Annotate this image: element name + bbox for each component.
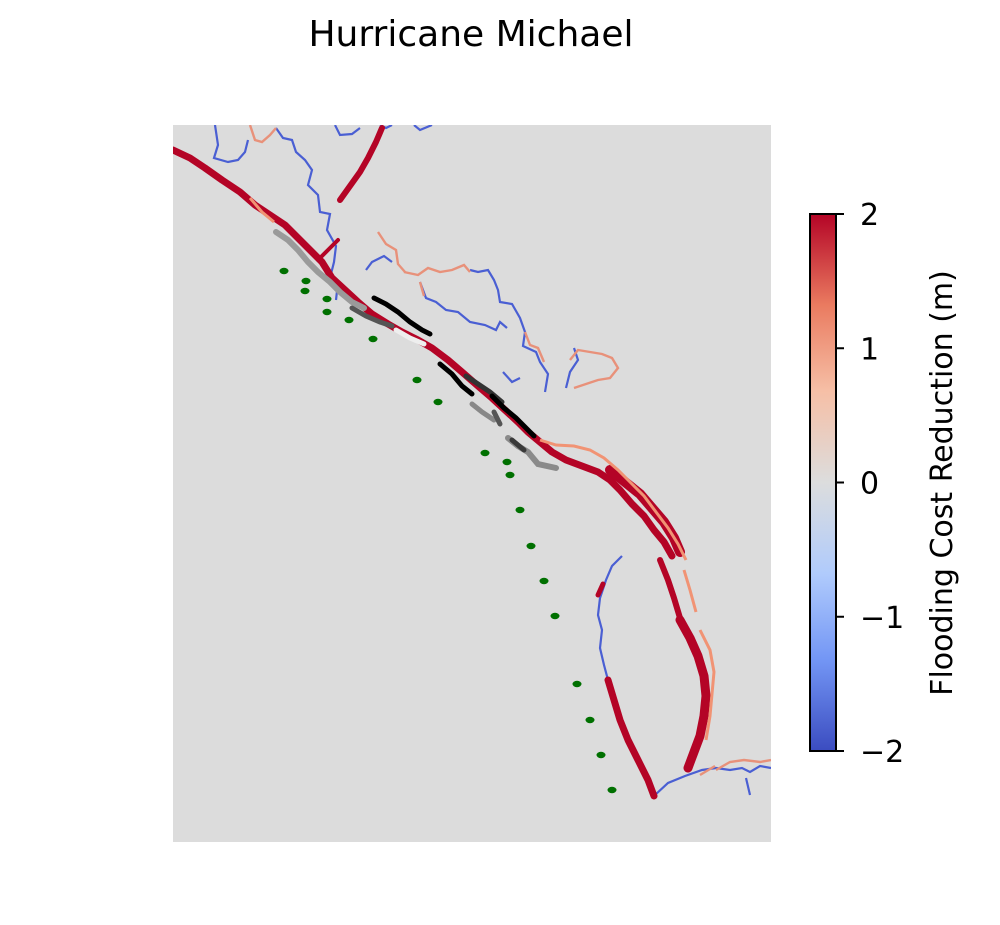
- track-point: [539, 577, 549, 585]
- colorbar-tick-label: 1: [860, 332, 879, 367]
- flood-map: [173, 125, 771, 842]
- track-point: [550, 612, 560, 620]
- track-point: [596, 751, 606, 759]
- map-background: [173, 125, 771, 842]
- barrier-segment-dark-4: [509, 437, 527, 453]
- track-point: [572, 680, 582, 688]
- track-point: [502, 458, 512, 466]
- track-point: [526, 542, 536, 550]
- barrier-segment-grey-2: [469, 401, 497, 423]
- colorbar-label: Flooding Cost Reduction (m): [925, 270, 960, 696]
- colorbar-tick-label: 2: [860, 198, 879, 233]
- colorbar-tick-label: −1: [860, 601, 904, 636]
- colorbar-tick-label: −2: [860, 735, 904, 770]
- track-point: [412, 376, 422, 384]
- barrier-segment-dark-3: [491, 409, 503, 427]
- barrier-segment-grey: [273, 229, 367, 311]
- track-point: [607, 786, 617, 794]
- track-point: [322, 295, 332, 303]
- track-point: [344, 316, 354, 324]
- track-point: [585, 716, 595, 724]
- positive-reduction-fringe: [248, 197, 716, 741]
- track-point: [301, 277, 311, 285]
- barrier-segment-white: [393, 327, 427, 347]
- hurricane-track: [279, 267, 617, 794]
- colorbar-gradient: [809, 213, 837, 752]
- colorbar: 2 1 0 −1 −2 Flooding Cost Reduction (m): [809, 198, 960, 770]
- track-point: [515, 506, 525, 514]
- colorbar-ticks: 2 1 0 −1 −2: [836, 198, 904, 770]
- barrier-segment-black-1: [371, 295, 433, 337]
- barrier-segment-black-2: [437, 361, 475, 397]
- track-point: [300, 287, 310, 295]
- track-point: [322, 308, 332, 316]
- track-point: [480, 449, 490, 457]
- barrier-segment-dark: [349, 305, 395, 329]
- colorbar-tick-label: 0: [860, 467, 879, 502]
- barrier-points: [273, 229, 559, 471]
- barrier-segment-black-3: [489, 393, 537, 439]
- negative-reduction-channels: [212, 125, 771, 796]
- track-point: [505, 471, 515, 479]
- track-point: [433, 398, 443, 406]
- positive-reduction-channels-light: [248, 125, 771, 777]
- track-point: [279, 267, 289, 275]
- track-point: [368, 335, 378, 343]
- chart-title: Hurricane Michael: [308, 14, 633, 55]
